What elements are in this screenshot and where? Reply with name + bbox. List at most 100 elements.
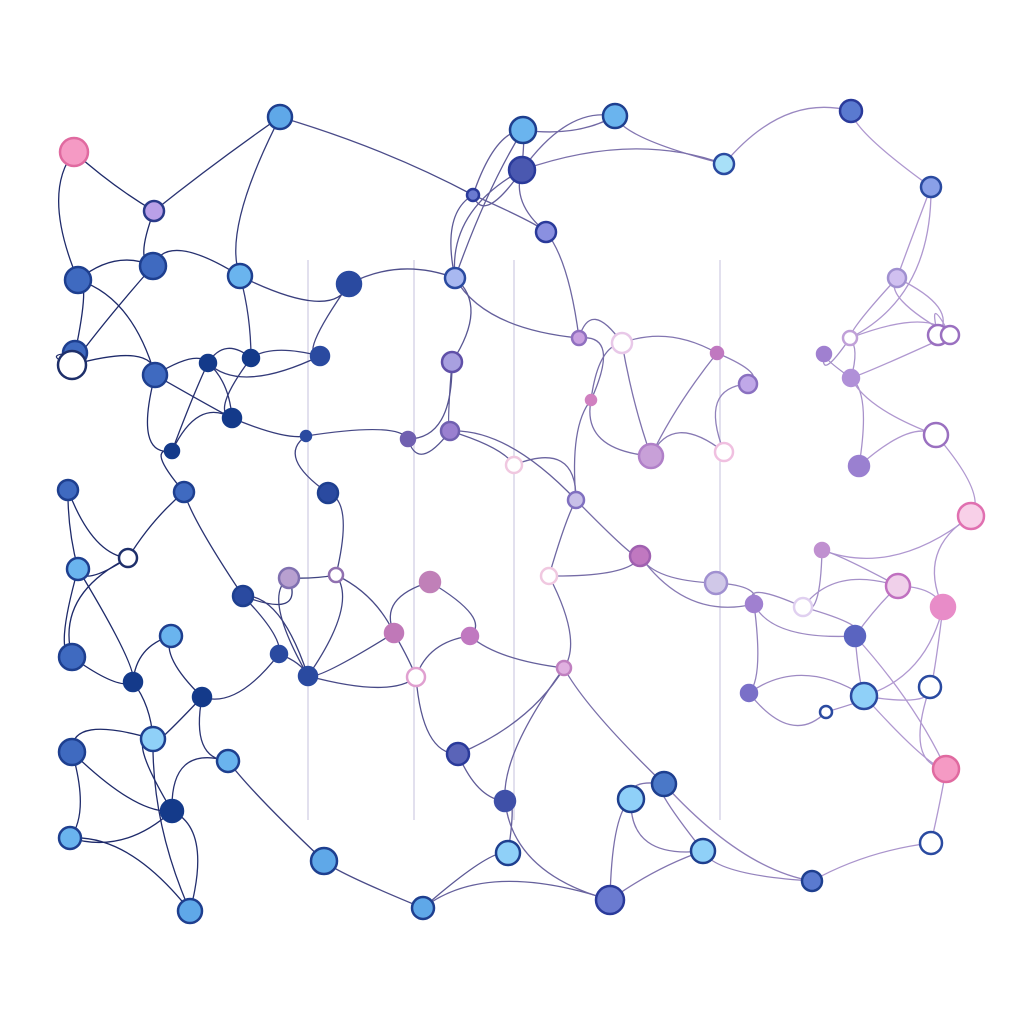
network-node (418, 570, 442, 594)
network-node (327, 566, 345, 584)
network-node (439, 420, 461, 442)
network-node (849, 681, 879, 711)
network-node (410, 895, 436, 921)
network-node (919, 175, 943, 199)
network-node (616, 784, 646, 814)
network-node (917, 674, 943, 700)
network-edge (811, 842, 932, 882)
network-node (507, 155, 537, 185)
network-edge (454, 129, 524, 279)
network-node (555, 659, 573, 677)
network-edge (407, 361, 453, 440)
network-node (335, 270, 363, 298)
network-node (266, 103, 294, 131)
network-node (445, 741, 471, 767)
network-edge (207, 355, 321, 378)
network-node (610, 331, 634, 355)
network-node (241, 348, 261, 368)
network-edge (849, 186, 932, 339)
network-node (158, 623, 184, 649)
network-node (843, 624, 867, 648)
network-edge (748, 674, 865, 697)
network-node (739, 683, 759, 703)
network-node (122, 671, 144, 693)
network-node (815, 345, 833, 363)
network-node (584, 393, 598, 407)
network-edge (449, 430, 577, 501)
network-node (138, 251, 168, 281)
network-node (63, 265, 93, 295)
network-node (737, 373, 759, 395)
network-edge (294, 435, 329, 494)
network-node (141, 361, 169, 389)
network-node (504, 455, 524, 475)
network-edge (422, 880, 611, 909)
network-node (176, 897, 204, 925)
network-node (838, 98, 864, 124)
network-node (713, 441, 735, 463)
network-node (465, 187, 481, 203)
network-node (56, 349, 88, 381)
network-edge (639, 555, 755, 608)
network-node (297, 665, 319, 687)
network-node (939, 324, 961, 346)
network-node (198, 353, 218, 373)
network-node (142, 199, 166, 223)
network-edge (802, 578, 899, 608)
network-node (637, 442, 665, 470)
network-node (818, 704, 834, 720)
network-node (650, 770, 678, 798)
network-node (508, 115, 538, 145)
network-node (231, 584, 255, 608)
network-edge (504, 667, 565, 802)
network-node (117, 547, 139, 569)
network-node (884, 572, 912, 600)
network-edge (563, 667, 665, 785)
network-node (57, 642, 87, 672)
network-node (269, 644, 289, 664)
network-node (929, 593, 957, 621)
network-node (65, 556, 91, 582)
network-edge (504, 800, 611, 901)
network-edge (723, 106, 852, 165)
network-node (918, 830, 944, 856)
network-node (709, 345, 725, 361)
network-node (841, 368, 861, 388)
network-node (841, 329, 859, 347)
nodes-layer (56, 98, 986, 925)
network-node (922, 421, 950, 449)
network-node (316, 481, 340, 505)
network-edge (573, 399, 592, 501)
network-node (221, 407, 243, 429)
network-node (534, 220, 558, 244)
network-node (215, 748, 241, 774)
network-node (570, 329, 588, 347)
network-node (172, 480, 196, 504)
network-edge (748, 692, 827, 727)
network-node (539, 566, 559, 586)
network-node (309, 846, 339, 876)
network-node (191, 686, 213, 708)
network-node (494, 839, 522, 867)
network-node (689, 837, 717, 865)
network-node (299, 429, 313, 443)
network-edge (454, 277, 580, 339)
network-node (800, 869, 824, 893)
network-node (163, 442, 181, 460)
network-node (813, 541, 831, 559)
network-node (443, 266, 467, 290)
network-edge (589, 399, 652, 457)
network-edge (279, 116, 474, 196)
network-node (712, 152, 736, 176)
network-edge (69, 837, 191, 912)
network-node (399, 430, 417, 448)
network-edge (854, 635, 947, 770)
network-node (493, 789, 517, 813)
network-node (56, 478, 80, 502)
network-node (956, 501, 986, 531)
network-node (744, 594, 764, 614)
network-node (226, 262, 254, 290)
network-node (594, 884, 626, 916)
